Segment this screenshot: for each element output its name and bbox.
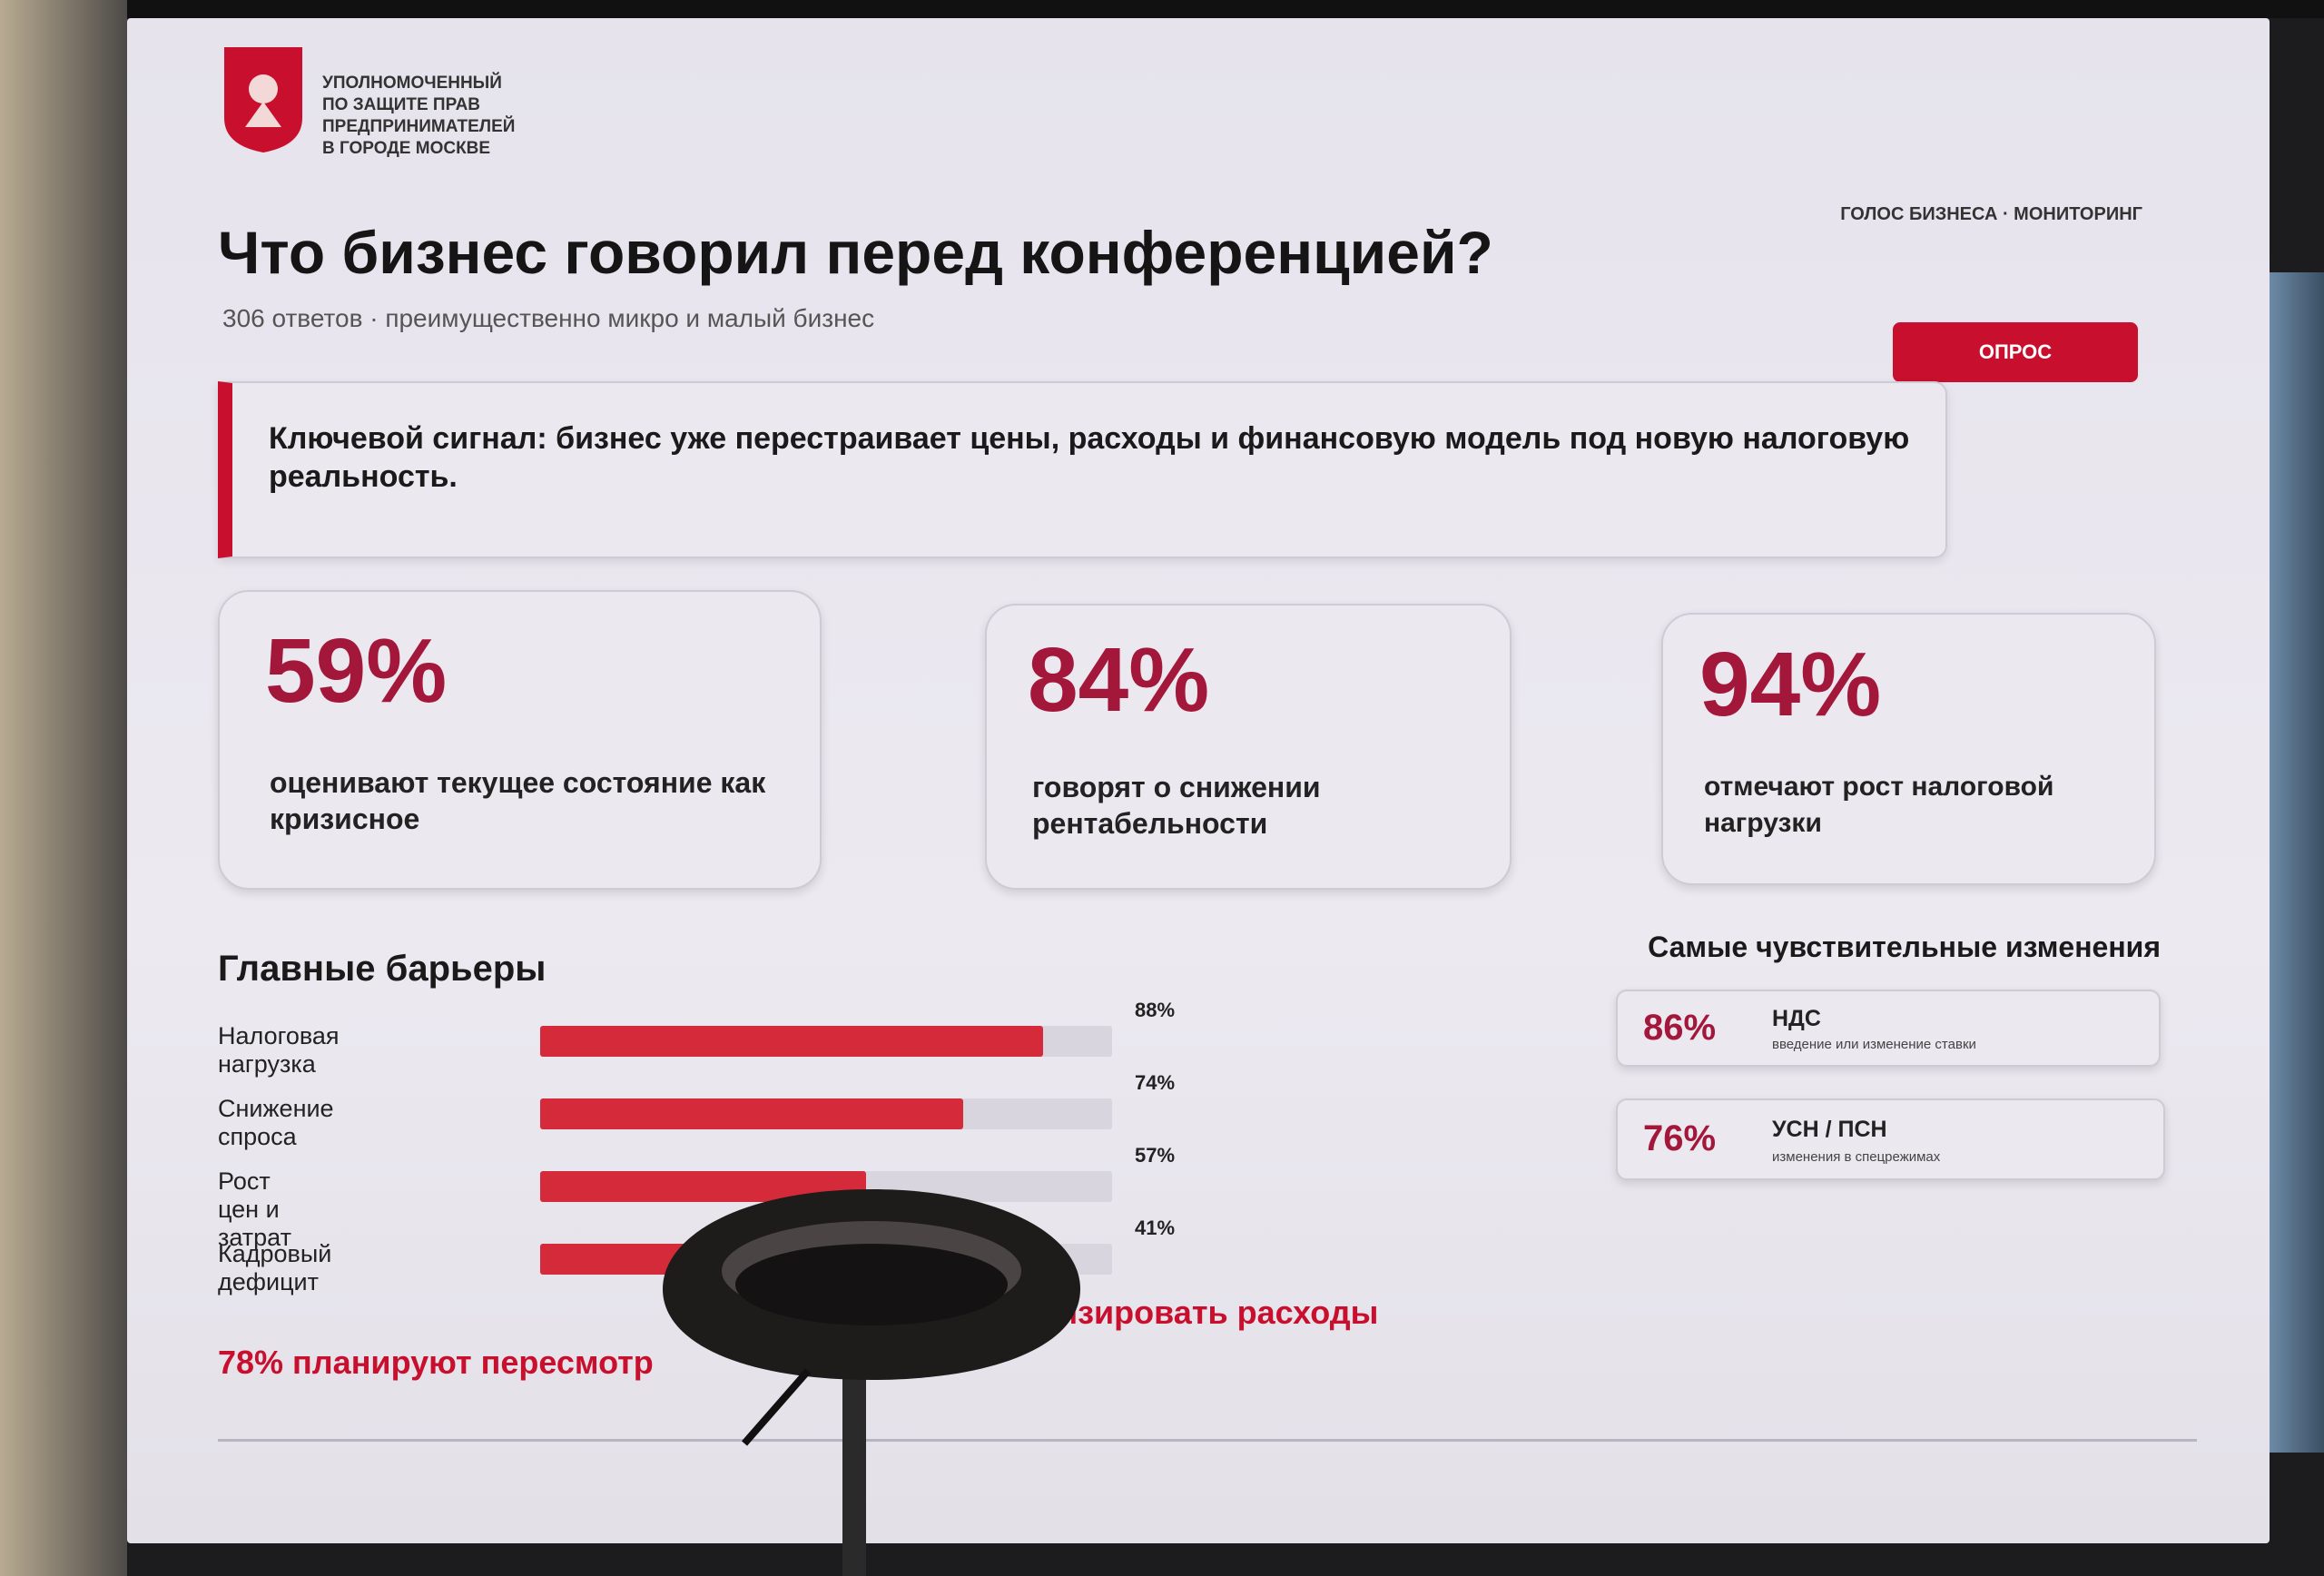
stat-value: 94% (1699, 634, 1882, 735)
title: Что бизнес говорил перед конференцией? (218, 219, 1493, 286)
divider (218, 1439, 2197, 1442)
ceiling (0, 0, 2324, 18)
category-label: Налоговая нагрузка (218, 1022, 340, 1078)
category-label: Рост цен и затрат (218, 1167, 291, 1251)
change-name: НДС (1772, 1006, 1821, 1031)
stat-card: 59% оценивают текущее состояние как криз… (218, 590, 822, 890)
change-card: 86% НДС введение или изменение ставки (1616, 990, 2161, 1067)
change-name: УСН / ПСН (1772, 1117, 1887, 1142)
footer-text: изировать расходы (1058, 1294, 1379, 1331)
change-note: изменения в спецрежимах (1772, 1149, 1941, 1165)
footer-text: 78% планируют пересмотр (218, 1344, 654, 1381)
section-tag: ГОЛОС БИЗНЕСА · МОНИТОРИНГ (1840, 204, 2142, 224)
value-label: 74% (1135, 1071, 1176, 1094)
category-label: Кадровый дефицит (218, 1240, 332, 1295)
logo (224, 47, 302, 153)
org-line: ПРЕДПРИНИМАТЕЛЕЙ (322, 117, 516, 136)
key-signal: Ключевой сигнал: бизнес уже перестраивае… (269, 421, 1910, 494)
chart-title: Главные барьеры (218, 949, 547, 989)
key-signal-box: Ключевой сигнал: бизнес уже перестраивае… (218, 381, 1947, 558)
value-label: 88% (1135, 999, 1176, 1021)
subtitle: 306 ответов · преимущественно микро и ма… (222, 304, 875, 332)
category-label: Снижение спроса (218, 1095, 334, 1150)
org-line: В ГОРОДЕ МОСКВЕ (322, 139, 491, 158)
stat-value: 84% (1028, 629, 1210, 731)
org-name: УПОЛНОМОЧЕННЫЙ ПО ЗАЩИТЕ ПРАВ ПРЕДПРИНИМ… (322, 73, 515, 160)
value-label: 41% (1135, 1216, 1176, 1239)
stat-text: оценивают текущее состояние как кризисно… (270, 766, 766, 835)
badge: ОПРОС (1893, 322, 2138, 382)
change-card: 76% УСН / ПСН изменения в спецрежимах (1616, 1098, 2165, 1180)
chair (663, 1189, 1080, 1576)
change-value: 86% (1643, 1008, 1717, 1048)
wall (0, 0, 127, 1576)
stat-text: отмечают рост налоговой нагрузки (1704, 772, 2054, 838)
bar (540, 1026, 1044, 1057)
stat-card: 94% отмечают рост налоговой нагрузки (1661, 613, 2156, 885)
stat-text: говорят о снижении рентабельности (1032, 771, 1321, 840)
org-line: УПОЛНОМОЧЕННЫЙ (322, 74, 502, 93)
org-line: ПО ЗАЩИТЕ ПРАВ (322, 95, 481, 114)
stat-card: 84% говорят о снижении рентабельности (985, 604, 1512, 890)
stat-value: 59% (265, 620, 448, 722)
change-note: введение или изменение ставки (1772, 1037, 1976, 1052)
changes-title: Самые чувствительные изменения (1648, 931, 2161, 963)
bar (540, 1098, 964, 1129)
window (2270, 272, 2324, 1453)
slide: УПОЛНОМОЧЕННЫЙ ПО ЗАЩИТЕ ПРАВ ПРЕДПРИНИМ… (127, 18, 2270, 1543)
value-label: 57% (1135, 1144, 1176, 1167)
change-value: 76% (1643, 1118, 1717, 1158)
